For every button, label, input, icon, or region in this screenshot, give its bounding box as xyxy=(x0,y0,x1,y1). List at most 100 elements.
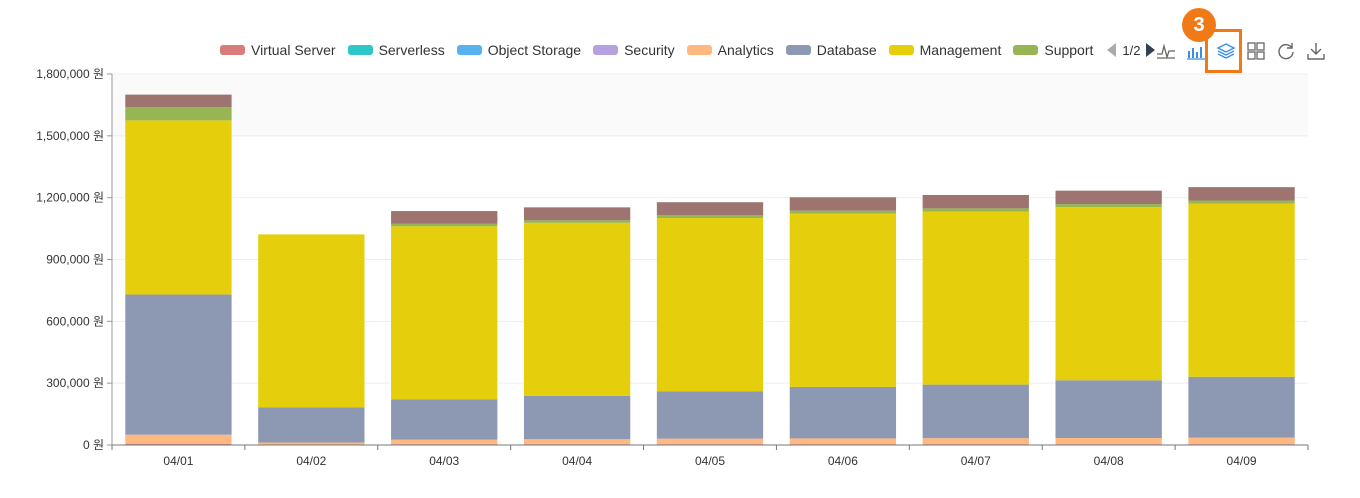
bar-segment[interactable] xyxy=(523,207,631,221)
bar-segment[interactable] xyxy=(258,407,365,443)
bar-segment[interactable] xyxy=(922,194,1029,209)
bar-chart-icon[interactable] xyxy=(1185,40,1207,62)
stack-icon[interactable] xyxy=(1215,40,1237,62)
bar-segment[interactable] xyxy=(656,391,764,439)
bar-segment[interactable] xyxy=(1055,190,1162,205)
legend-item-serverless[interactable]: Serverless xyxy=(347,42,445,58)
bar-segment[interactable] xyxy=(1055,207,1162,381)
bar-segment[interactable] xyxy=(656,214,764,219)
bar-segment[interactable] xyxy=(922,208,1029,212)
bar-segment[interactable] xyxy=(258,234,365,408)
bar-segment[interactable] xyxy=(1055,437,1162,445)
x-tick-label: 04/05 xyxy=(695,454,725,468)
legend-label: Support xyxy=(1044,42,1094,58)
x-tick-label: 04/07 xyxy=(961,454,991,468)
bar-segment[interactable] xyxy=(391,439,498,445)
bar-segment[interactable] xyxy=(656,202,764,215)
x-tick-label: 04/09 xyxy=(1227,454,1257,468)
bar-segment[interactable] xyxy=(258,442,365,445)
tiled-icon[interactable] xyxy=(1245,40,1267,62)
legend-item-analytics[interactable]: Analytics xyxy=(686,42,774,58)
legend-swatch xyxy=(888,45,914,55)
legend-label: Analytics xyxy=(717,42,774,58)
x-tick-label: 04/01 xyxy=(163,454,193,468)
legend-label: Management xyxy=(919,42,1002,58)
bar-segment[interactable] xyxy=(391,223,498,227)
stack-icon-highlight xyxy=(1205,29,1242,73)
bar-segment[interactable] xyxy=(1188,187,1295,201)
bar-segment[interactable] xyxy=(125,106,232,121)
bar-segment[interactable] xyxy=(523,439,631,445)
legend-label: Database xyxy=(816,42,877,58)
y-tick-label: 900,000 원 xyxy=(46,253,104,267)
y-tick-label: 1,200,000 원 xyxy=(36,191,104,205)
bar-segment[interactable] xyxy=(125,94,232,107)
y-tick-label: 1,500,000 원 xyxy=(36,129,104,143)
bar-segment[interactable] xyxy=(523,395,631,440)
legend-swatch xyxy=(347,45,373,55)
x-tick-label: 04/03 xyxy=(429,454,459,468)
legend-page-label: 1/2 xyxy=(1122,42,1141,58)
x-tick-label: 04/08 xyxy=(1094,454,1124,468)
bar-segment[interactable] xyxy=(125,120,232,295)
toolbox xyxy=(1155,40,1335,62)
x-tick-label: 04/06 xyxy=(828,454,858,468)
bar-segment[interactable] xyxy=(523,220,631,223)
legend-label: Security xyxy=(624,42,675,58)
legend: Virtual Server Serverless Object Storage Se… xyxy=(220,40,1156,60)
bar-segment[interactable] xyxy=(1188,203,1295,377)
bar-segment[interactable] xyxy=(922,211,1029,385)
legend-item-management[interactable]: Management xyxy=(888,42,1002,58)
legend-label: Serverless xyxy=(378,42,445,58)
legend-swatch xyxy=(220,45,245,55)
legend-swatch xyxy=(456,45,482,55)
bar-segment[interactable] xyxy=(391,226,498,400)
bar-segment[interactable] xyxy=(1055,204,1162,208)
axes: 0 원 300,000 원 600,000 원 900,000 원 1,200,000 … xyxy=(36,67,1309,468)
legend-label: Virtual Server xyxy=(251,42,336,58)
x-tick-label: 04/02 xyxy=(296,454,326,468)
legend-swatch xyxy=(593,45,619,55)
legend-swatch xyxy=(686,45,712,55)
legend-swatch xyxy=(785,45,811,55)
y-tick-label: 0 원 xyxy=(83,438,104,452)
bar-segment[interactable] xyxy=(789,213,897,387)
legend-next-icon[interactable] xyxy=(1146,43,1156,57)
bar-segment[interactable] xyxy=(789,197,897,211)
bar-segment[interactable] xyxy=(1055,380,1162,438)
bar-segment[interactable] xyxy=(789,438,897,445)
bars xyxy=(125,94,1295,445)
y-tick-label: 300,000 원 xyxy=(46,376,104,390)
legend-item-support[interactable]: Support xyxy=(1013,42,1093,58)
legend-item-database[interactable]: Database xyxy=(785,42,877,58)
bar-segment[interactable] xyxy=(523,222,631,396)
bar-segment[interactable] xyxy=(656,438,764,445)
bar-segment[interactable] xyxy=(922,384,1029,439)
bar-segment[interactable] xyxy=(125,294,232,435)
legend-item-virtual-server[interactable]: Virtual Server xyxy=(220,42,336,58)
bar-segment[interactable] xyxy=(391,399,498,440)
bar-segment[interactable] xyxy=(391,211,498,224)
legend-item-security[interactable]: Security xyxy=(593,42,675,58)
bar-segment[interactable] xyxy=(1188,200,1295,204)
x-tick-label: 04/04 xyxy=(562,454,592,468)
download-icon[interactable] xyxy=(1305,40,1327,62)
bar-segment[interactable] xyxy=(1188,437,1295,445)
step-badge: 3 xyxy=(1182,8,1216,42)
legend-label: Object Storage xyxy=(487,42,582,58)
legend-prev-icon[interactable] xyxy=(1107,43,1117,57)
plot-band xyxy=(112,74,1308,136)
bar-segment[interactable] xyxy=(789,210,897,214)
y-tick-label: 600,000 원 xyxy=(46,314,104,328)
bar-segment[interactable] xyxy=(125,443,232,445)
bar-segment[interactable] xyxy=(922,438,1029,445)
bar-segment[interactable] xyxy=(125,434,232,444)
legend-pager: 1/2 xyxy=(1107,42,1156,58)
line-chart-icon[interactable] xyxy=(1155,40,1177,62)
bar-segment[interactable] xyxy=(1188,376,1295,438)
restore-icon[interactable] xyxy=(1275,40,1297,62)
bar-segment[interactable] xyxy=(789,386,897,439)
bar-segment[interactable] xyxy=(656,218,764,392)
legend-item-object-storage[interactable]: Object Storage xyxy=(456,42,582,58)
